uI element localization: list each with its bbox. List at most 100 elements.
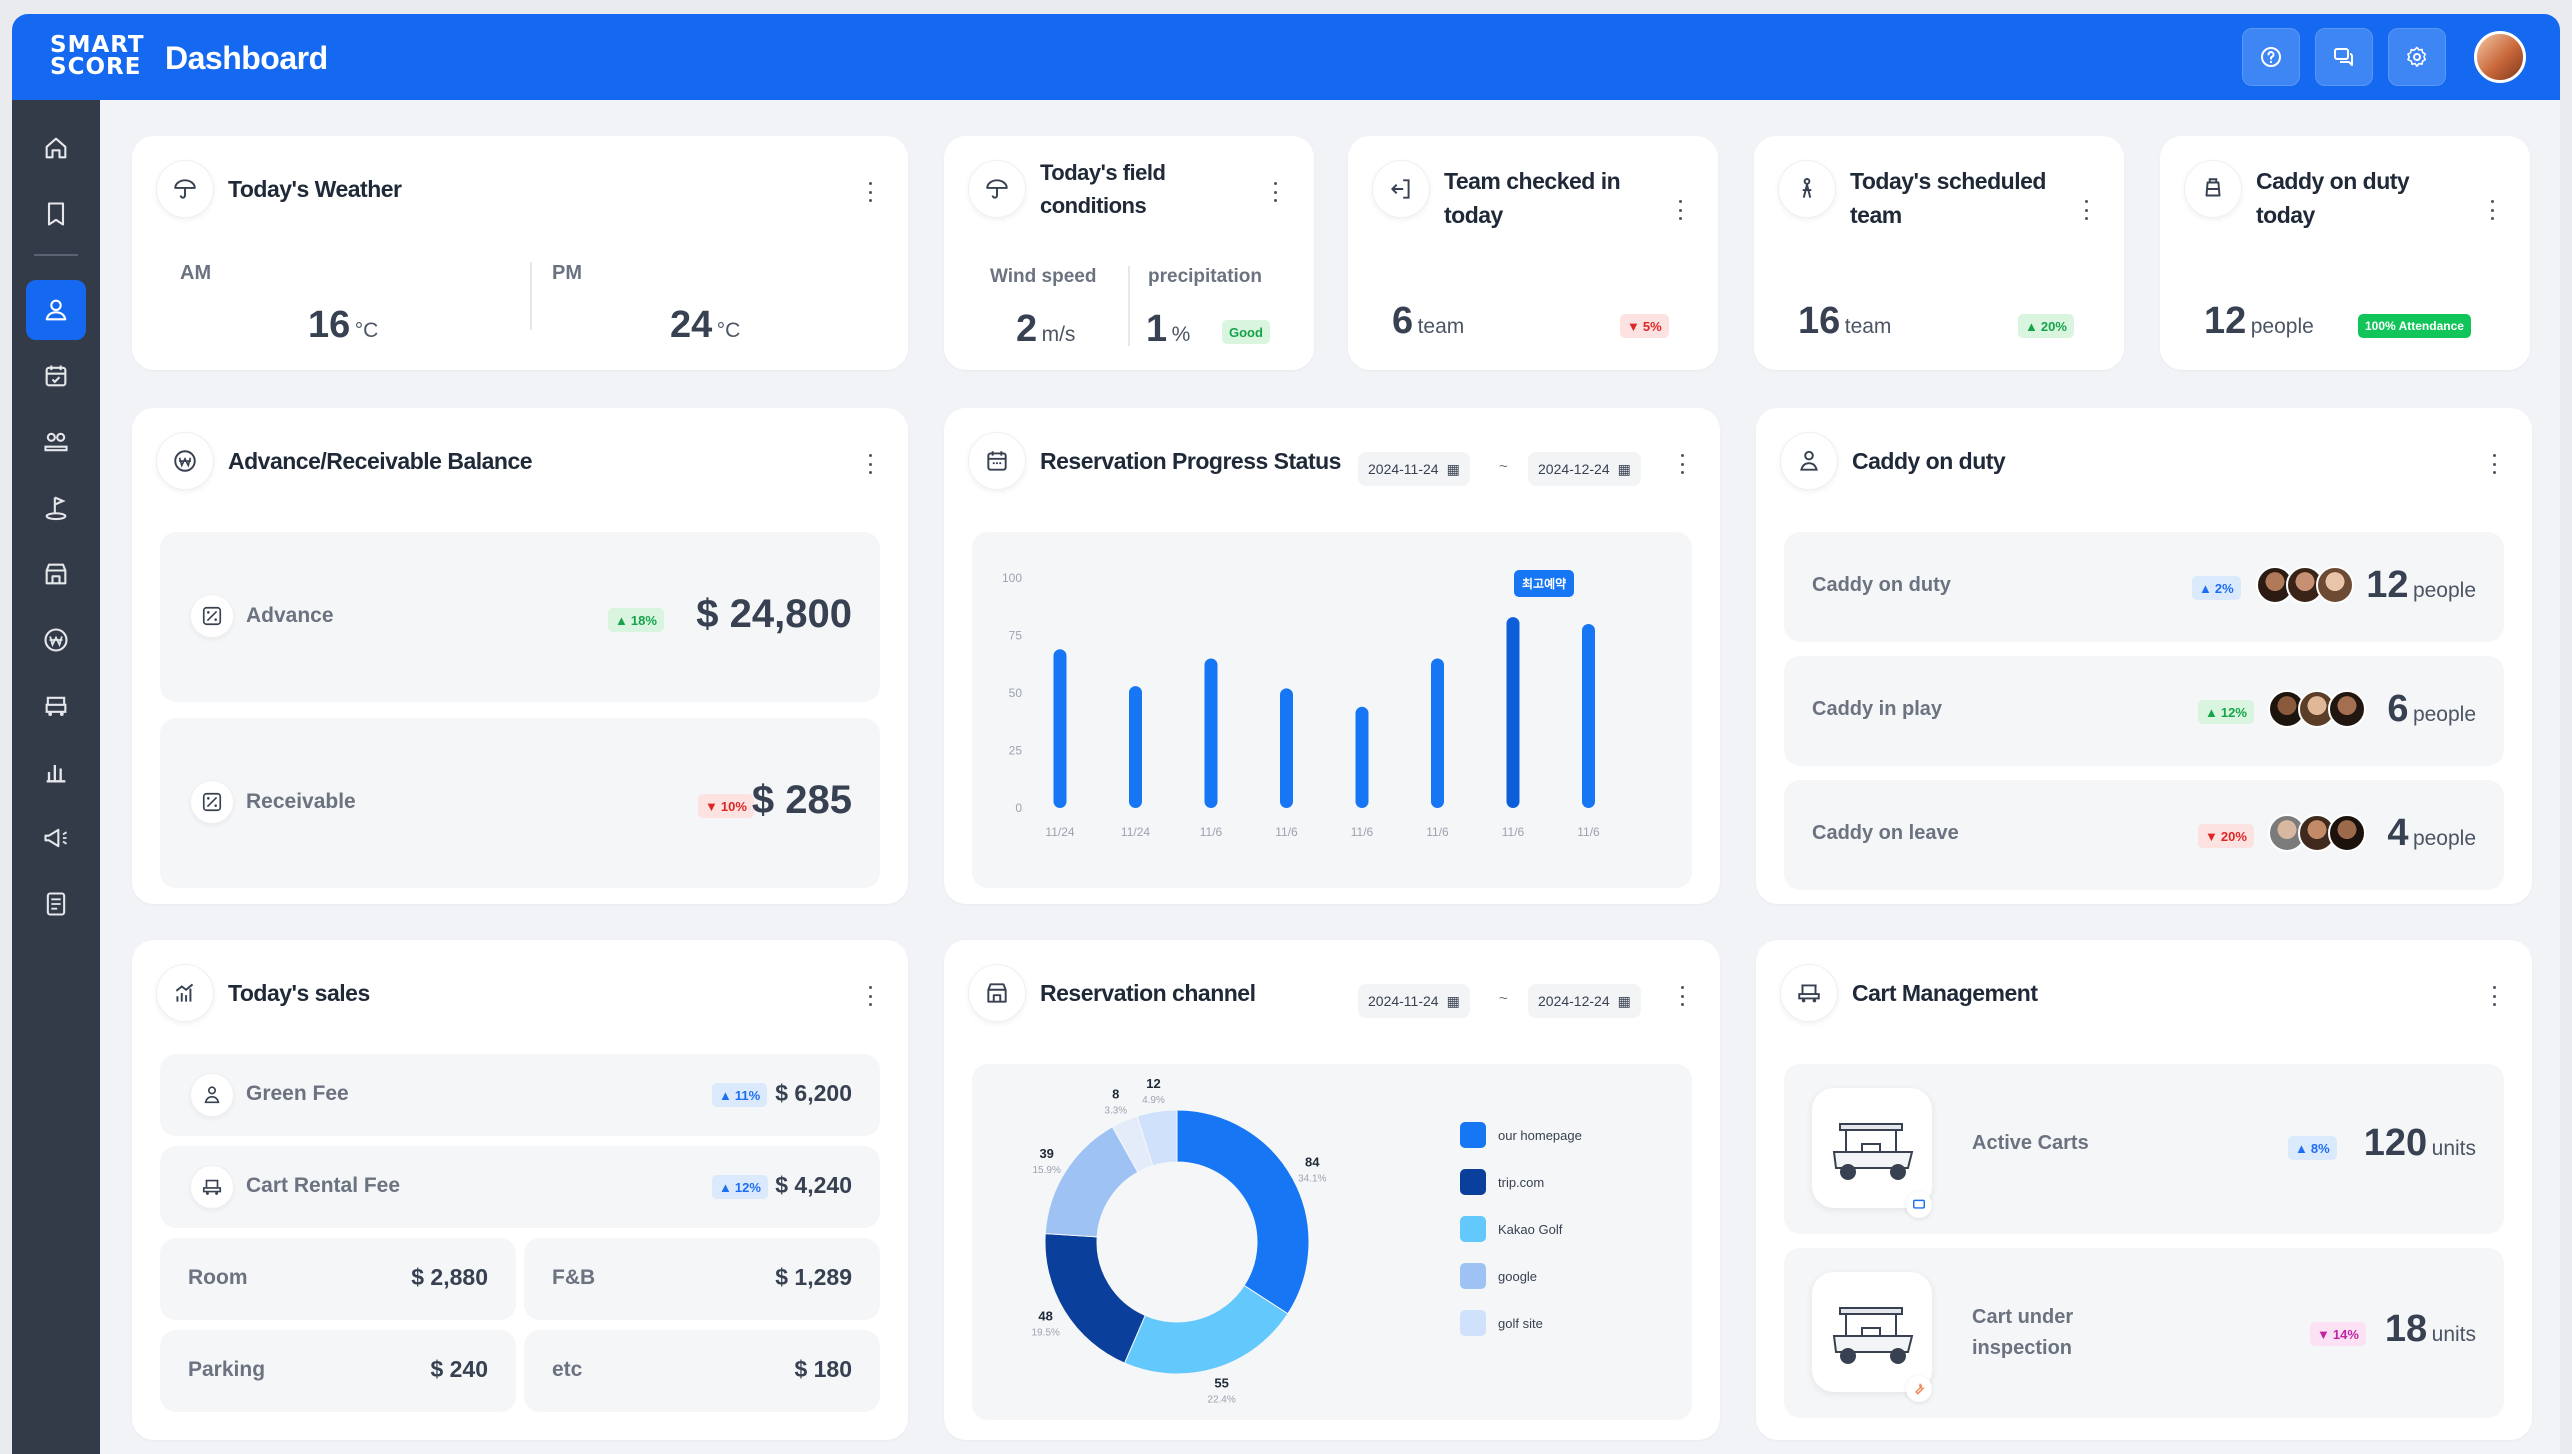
- x-tick-label: 11/6: [1502, 825, 1525, 839]
- cart-inspection-row[interactable]: Cart under inspection ▼ 14% 18 units: [1784, 1248, 2504, 1418]
- sidebar-item-calendar[interactable]: [26, 346, 86, 406]
- slice-value-label: 39: [1039, 1146, 1053, 1161]
- more-menu-icon[interactable]: [1269, 182, 1281, 202]
- sales-grid-cell[interactable]: etc $ 180: [524, 1330, 880, 1412]
- reservation-channel-card: Reservation channel 2024-11-24 ▦ ~ 2024-1…: [944, 940, 1720, 1440]
- green-fee-row[interactable]: Green Fee ▲ 11% $ 6,200: [160, 1054, 880, 1136]
- slice-percent-label: 34.1%: [1298, 1173, 1326, 1184]
- wind-value: 2 m/s: [1016, 308, 1076, 350]
- divider: [530, 262, 532, 330]
- chart-bar[interactable]: [1431, 658, 1444, 809]
- chart-bar[interactable]: [1355, 706, 1369, 808]
- cart-rental-row[interactable]: Cart Rental Fee ▲ 12% $ 4,240: [160, 1146, 880, 1228]
- chart-bar[interactable]: [1129, 686, 1142, 808]
- more-menu-icon[interactable]: [1676, 454, 1688, 474]
- help-button[interactable]: [2242, 28, 2300, 86]
- sales-grid-cell[interactable]: Parking $ 240: [160, 1330, 516, 1412]
- pm-temperature: 24 °C: [670, 304, 741, 346]
- more-menu-icon[interactable]: [864, 986, 876, 1006]
- sidebar-item-home[interactable]: [26, 118, 86, 178]
- more-menu-icon[interactable]: [864, 454, 876, 474]
- sidebar-item-store[interactable]: [26, 544, 86, 604]
- precip-value: 1 %: [1146, 308, 1191, 350]
- donut-slice[interactable]: [1136, 1109, 1178, 1167]
- gear-icon: [2407, 46, 2426, 67]
- y-tick-label: 50: [1009, 686, 1023, 700]
- change-badge: ▲ 20%: [2018, 314, 2074, 338]
- golfer-icon-wrap: [190, 1073, 234, 1117]
- percent-icon-wrap: [190, 594, 234, 638]
- sidebar-item-user[interactable]: [26, 280, 86, 340]
- reservation-donut-chart: 84 34.1% 55 22.4% 48 19.5% 39 15.9% 8 3.3% 12 4.9%: [1031, 1076, 1326, 1406]
- caddy-row[interactable]: Caddy in play ▲ 12% 6 people: [1784, 656, 2504, 766]
- login-icon: [1391, 179, 1410, 199]
- caddy-row-value: 6 people: [2387, 688, 2476, 730]
- change-badge: ▲ 12%: [2198, 700, 2254, 724]
- logo[interactable]: SMART SCORE: [50, 32, 145, 80]
- divider: [1128, 266, 1130, 346]
- more-menu-icon[interactable]: [864, 182, 876, 202]
- date-from-picker[interactable]: 2024-11-24 ▦: [1358, 452, 1470, 486]
- cart-icon-wrap: [1780, 964, 1838, 1022]
- sales-grid-cell[interactable]: F&B $ 1,289: [524, 1238, 880, 1320]
- sidebar-item-chart[interactable]: [26, 742, 86, 802]
- sidebar-item-won[interactable]: [26, 610, 86, 670]
- x-tick-label: 11/6: [1426, 825, 1449, 839]
- more-menu-icon[interactable]: [2486, 200, 2498, 220]
- receivable-row[interactable]: Receivable ▼ 10% $ 285: [160, 718, 880, 888]
- chart-bar[interactable]: [1280, 688, 1293, 808]
- settings-button[interactable]: [2388, 28, 2446, 86]
- cart-icon-wrap: [190, 1165, 234, 1209]
- legend-label[interactable]: golf site: [1498, 1316, 1543, 1331]
- chat-button[interactable]: [2315, 28, 2373, 86]
- sidebar-item-team[interactable]: [26, 412, 86, 472]
- donut-slice[interactable]: [1044, 1233, 1146, 1364]
- more-menu-icon[interactable]: [2488, 986, 2500, 1006]
- date-to-picker[interactable]: 2024-12-24 ▦: [1528, 452, 1641, 486]
- sales-card: Today's sales Green Fee ▲ 11% $ 6,200 Car…: [132, 940, 908, 1440]
- sales-grid-cell[interactable]: Room $ 2,880: [160, 1238, 516, 1320]
- sales-chart-icon: [175, 983, 194, 1002]
- slice-percent-label: 22.4%: [1207, 1394, 1235, 1405]
- more-menu-icon[interactable]: [1676, 986, 1688, 1006]
- y-tick-label: 75: [1009, 629, 1023, 643]
- donut-slice[interactable]: [1123, 1284, 1289, 1375]
- status-dot: [1906, 1376, 1932, 1402]
- caddy-icon-wrap: [2184, 160, 2242, 218]
- legend-label[interactable]: our homepage: [1498, 1128, 1582, 1143]
- sidebar-item-document[interactable]: [26, 874, 86, 934]
- more-menu-icon[interactable]: [1674, 200, 1686, 220]
- caddy-row-value: 4 people: [2387, 812, 2476, 854]
- user-avatar[interactable]: [2474, 31, 2526, 83]
- golf-cart-icon: [1832, 1307, 1914, 1364]
- caddy-row[interactable]: Caddy on leave ▼ 20% 4 people: [1784, 780, 2504, 890]
- sidebar-item-bookmark[interactable]: [26, 184, 86, 244]
- sidebar-item-cart[interactable]: [26, 676, 86, 736]
- change-badge: ▼ 10%: [698, 794, 754, 818]
- donut-slice[interactable]: [1176, 1109, 1310, 1315]
- date-from-picker[interactable]: 2024-11-24 ▦: [1358, 984, 1470, 1018]
- sidebar-item-megaphone[interactable]: [26, 808, 86, 868]
- sidebar-item-golf[interactable]: [26, 478, 86, 538]
- advance-row[interactable]: Advance ▲ 18% $ 24,800: [160, 532, 880, 702]
- caddy-row-label: Caddy in play: [1812, 698, 1943, 720]
- legend-label[interactable]: trip.com: [1498, 1175, 1545, 1190]
- slice-percent-label: 3.3%: [1104, 1106, 1127, 1117]
- slice-value-label: 8: [1112, 1087, 1119, 1102]
- chart-bar[interactable]: [1506, 617, 1520, 808]
- chart-bar[interactable]: [1204, 658, 1218, 809]
- chart-bar[interactable]: [1582, 624, 1595, 808]
- legend-label[interactable]: Kakao Golf: [1498, 1222, 1563, 1237]
- more-menu-icon[interactable]: [2488, 454, 2500, 474]
- card-title: Reservation channel: [1040, 980, 1256, 1006]
- legend-label[interactable]: google: [1498, 1269, 1538, 1284]
- calendar-icon: ▦: [1617, 460, 1631, 477]
- more-menu-icon[interactable]: [2080, 200, 2092, 220]
- active-carts-value: 120 units: [2363, 1122, 2476, 1164]
- date-to-picker[interactable]: 2024-12-24 ▦: [1528, 984, 1641, 1018]
- bookmark-icon: [47, 202, 65, 226]
- chart-bar[interactable]: [1053, 649, 1067, 808]
- active-carts-row[interactable]: Active Carts ▲ 8% 120 units: [1784, 1064, 2504, 1234]
- caddy-row[interactable]: Caddy on duty ▲ 2% 12 people: [1784, 532, 2504, 642]
- card-title: Reservation Progress Status: [1040, 448, 1341, 474]
